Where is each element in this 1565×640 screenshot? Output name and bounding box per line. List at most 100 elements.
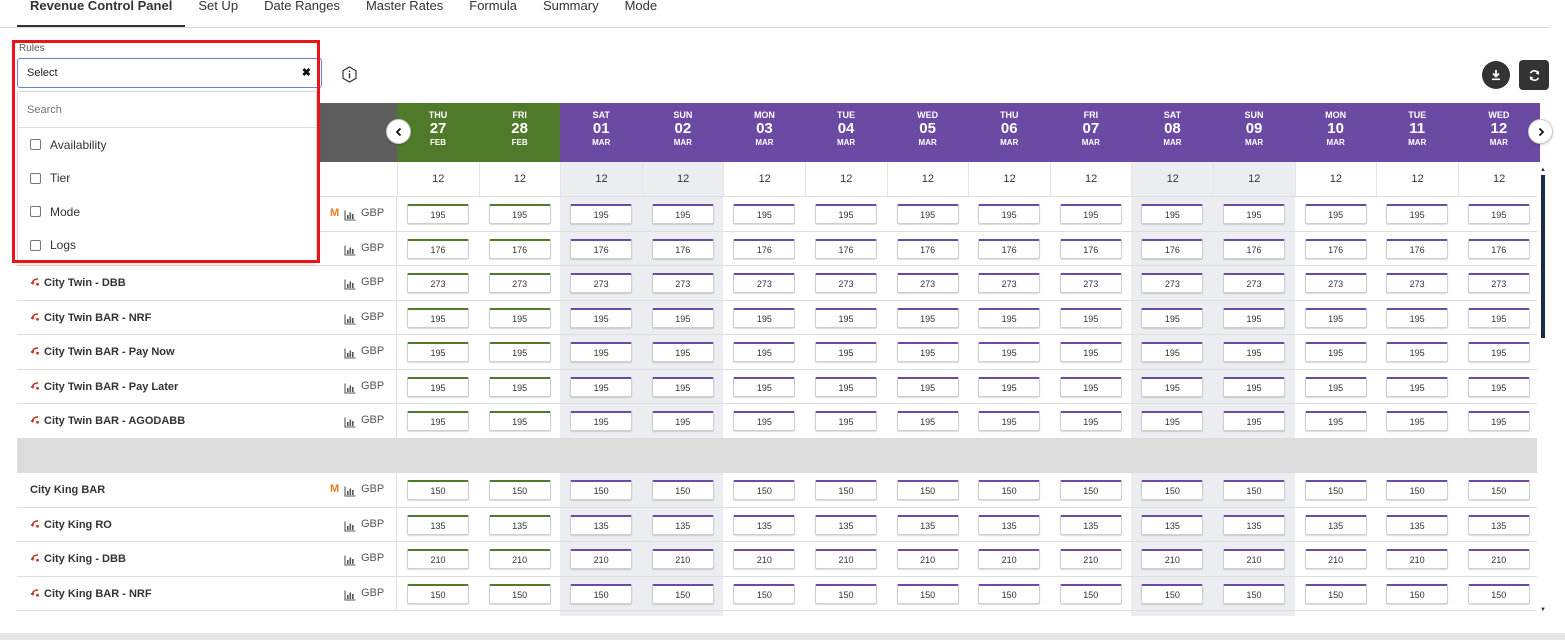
rate-input[interactable]: 210 bbox=[978, 549, 1041, 569]
bar-chart-icon[interactable] bbox=[344, 208, 356, 221]
rate-input[interactable]: 195 bbox=[1223, 411, 1285, 431]
date-header[interactable]: SAT 08 MAR bbox=[1131, 103, 1214, 162]
rule-option-tier[interactable]: Tier bbox=[18, 162, 316, 195]
checkbox-logs[interactable] bbox=[30, 239, 41, 251]
rate-input[interactable]: 150 bbox=[1304, 583, 1367, 604]
rate-input[interactable]: 150 bbox=[651, 480, 714, 500]
rate-input[interactable]: 210 bbox=[488, 549, 551, 569]
rate-input[interactable]: 195 bbox=[1141, 411, 1204, 431]
rate-input[interactable]: 195 bbox=[1141, 204, 1204, 224]
rate-input[interactable]: 195 bbox=[1059, 376, 1122, 397]
rate-input[interactable]: 210 bbox=[733, 549, 796, 569]
rate-input[interactable]: 195 bbox=[1304, 342, 1367, 362]
rate-input[interactable]: 195 bbox=[1386, 342, 1449, 362]
rate-input[interactable]: 195 bbox=[978, 204, 1041, 224]
rate-input[interactable]: 195 bbox=[978, 307, 1041, 328]
rate-input[interactable]: 176 bbox=[1141, 238, 1204, 259]
rate-input[interactable]: 195 bbox=[1386, 376, 1449, 397]
rate-plan-name[interactable]: City King - DBB bbox=[30, 542, 126, 576]
rate-input[interactable]: 210 bbox=[1386, 549, 1449, 569]
scroll-up-icon[interactable]: ▲ bbox=[1540, 167, 1546, 173]
rate-input[interactable]: 150 bbox=[1223, 480, 1285, 500]
tab-set-up[interactable]: Set Up bbox=[198, 0, 239, 13]
date-header[interactable]: FRI 07 MAR bbox=[1049, 103, 1132, 162]
rate-input[interactable]: 210 bbox=[651, 549, 714, 569]
rate-input[interactable]: 150 bbox=[651, 583, 714, 604]
rate-input[interactable]: 150 bbox=[1223, 583, 1285, 604]
rules-search-input[interactable] bbox=[18, 92, 316, 128]
availability-cell[interactable]: 12 bbox=[1457, 162, 1540, 197]
bar-chart-icon[interactable] bbox=[344, 277, 356, 290]
info-icon[interactable] bbox=[341, 66, 358, 83]
rate-input[interactable]: 195 bbox=[570, 376, 633, 397]
rate-input[interactable]: 210 bbox=[896, 549, 959, 569]
rate-input[interactable]: 150 bbox=[1304, 480, 1367, 500]
rate-input[interactable]: 195 bbox=[570, 307, 633, 328]
vertical-scrollbar[interactable] bbox=[1541, 175, 1545, 338]
rate-input[interactable]: 273 bbox=[978, 273, 1041, 293]
rate-input[interactable]: 150 bbox=[570, 480, 633, 500]
rate-input[interactable]: 195 bbox=[1304, 376, 1367, 397]
rate-input[interactable]: 195 bbox=[1141, 342, 1204, 362]
tab-mode[interactable]: Mode bbox=[624, 0, 658, 13]
date-header[interactable]: TUE 11 MAR bbox=[1376, 103, 1459, 162]
rate-input[interactable]: 135 bbox=[1059, 514, 1122, 535]
availability-cell[interactable]: 12 bbox=[723, 162, 805, 197]
rate-input[interactable]: 150 bbox=[1386, 583, 1449, 604]
availability-cell[interactable]: 12 bbox=[968, 162, 1050, 197]
rate-input[interactable]: 195 bbox=[733, 376, 796, 397]
previous-dates-button[interactable] bbox=[386, 119, 411, 144]
rate-input[interactable]: 195 bbox=[1223, 376, 1285, 397]
rate-plan-name[interactable]: City Twin BAR - Pay Now bbox=[30, 335, 175, 369]
bar-chart-icon[interactable] bbox=[344, 553, 356, 566]
rate-input[interactable]: 195 bbox=[896, 307, 959, 328]
rate-input[interactable]: 195 bbox=[1304, 411, 1367, 431]
rate-input[interactable]: 273 bbox=[488, 273, 551, 293]
download-button[interactable] bbox=[1482, 61, 1510, 89]
rule-option-logs[interactable]: Logs bbox=[18, 229, 316, 262]
rate-input[interactable]: 150 bbox=[1386, 480, 1449, 500]
rate-input[interactable]: 195 bbox=[651, 307, 714, 328]
bar-chart-icon[interactable] bbox=[344, 346, 356, 359]
rate-input[interactable]: 135 bbox=[1467, 514, 1530, 535]
rate-input[interactable]: 176 bbox=[651, 238, 714, 259]
rate-input[interactable]: 273 bbox=[733, 273, 796, 293]
rate-input[interactable]: 150 bbox=[488, 583, 551, 604]
rate-input[interactable]: 150 bbox=[1059, 480, 1122, 500]
rate-input[interactable]: 176 bbox=[815, 238, 877, 259]
rate-input[interactable]: 150 bbox=[815, 583, 877, 604]
rate-input[interactable]: 195 bbox=[1386, 204, 1449, 224]
tab-summary[interactable]: Summary bbox=[542, 0, 599, 13]
rate-input[interactable]: 135 bbox=[1141, 514, 1204, 535]
rate-input[interactable]: 273 bbox=[1304, 273, 1367, 293]
availability-cell[interactable]: 12 bbox=[805, 162, 887, 197]
rate-plan-name[interactable]: City King RO bbox=[30, 508, 112, 542]
rate-input[interactable]: 273 bbox=[1467, 273, 1530, 293]
refresh-button[interactable] bbox=[1519, 60, 1549, 90]
rate-input[interactable]: 195 bbox=[896, 376, 959, 397]
rate-input[interactable]: 195 bbox=[488, 411, 551, 431]
date-header[interactable]: SUN 02 MAR bbox=[641, 103, 724, 162]
rate-input[interactable]: 176 bbox=[1467, 238, 1530, 259]
rate-input[interactable]: 195 bbox=[815, 204, 877, 224]
rate-input[interactable]: 195 bbox=[651, 411, 714, 431]
rate-input[interactable]: 195 bbox=[1304, 204, 1367, 224]
rate-input[interactable]: 135 bbox=[488, 514, 551, 535]
date-header[interactable]: MON 03 MAR bbox=[723, 103, 806, 162]
rate-input[interactable]: 273 bbox=[896, 273, 959, 293]
rate-input[interactable]: 150 bbox=[978, 583, 1041, 604]
rate-input[interactable]: 150 bbox=[1059, 583, 1122, 604]
availability-cell[interactable]: 12 bbox=[1294, 162, 1377, 197]
checkbox-tier[interactable] bbox=[30, 172, 41, 184]
next-dates-button[interactable] bbox=[1528, 119, 1553, 144]
rate-input[interactable]: 195 bbox=[651, 342, 714, 362]
date-header[interactable]: WED 05 MAR bbox=[886, 103, 969, 162]
rate-input[interactable]: 195 bbox=[1467, 204, 1530, 224]
rate-input[interactable]: 195 bbox=[407, 307, 469, 328]
rate-input[interactable]: 176 bbox=[407, 238, 469, 259]
rate-input[interactable]: 135 bbox=[651, 514, 714, 535]
rate-input[interactable]: 195 bbox=[651, 376, 714, 397]
rate-input[interactable]: 210 bbox=[815, 549, 877, 569]
rate-input[interactable]: 195 bbox=[1141, 376, 1204, 397]
date-header[interactable]: SAT 01 MAR bbox=[560, 103, 643, 162]
